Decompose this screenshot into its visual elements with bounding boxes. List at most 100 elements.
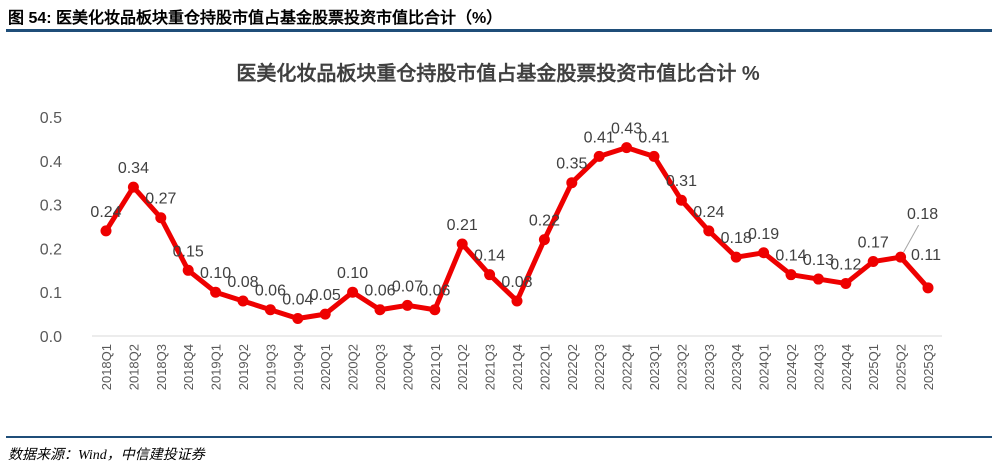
x-tick-label: 2024Q2: [784, 344, 799, 390]
x-tick-label: 2024Q1: [757, 344, 772, 390]
data-label: 0.43: [611, 121, 642, 138]
x-tick-label: 2023Q4: [729, 344, 744, 390]
x-tick-label: 2022Q3: [592, 344, 607, 390]
x-tick-label: 2019Q2: [236, 344, 251, 390]
data-point: [347, 286, 359, 298]
x-tick-label: 2020Q4: [400, 344, 415, 390]
data-point: [401, 299, 413, 311]
data-label: 0.24: [693, 204, 724, 221]
data-label: 0.24: [90, 204, 121, 221]
data-label: 0.22: [529, 213, 560, 230]
data-label: 0.10: [200, 265, 231, 282]
x-tick-label: 2020Q3: [373, 344, 388, 390]
chart-title: 医美化妆品板块重仓持股市值占基金股票投资市值比合计 %: [236, 61, 760, 85]
bottom-divider: [6, 436, 992, 438]
data-point: [922, 282, 934, 294]
y-tick-label: 0.2: [40, 241, 62, 258]
x-tick-label: 2019Q1: [209, 344, 224, 390]
leader-line: [903, 224, 920, 253]
x-tick-label: 2018Q1: [99, 344, 114, 390]
x-tick-label: 2023Q3: [702, 344, 717, 390]
data-point: [155, 212, 167, 224]
data-label: 0.31: [666, 173, 697, 190]
data-point: [621, 142, 633, 154]
x-tick-label: 2022Q1: [537, 344, 552, 390]
data-point: [538, 234, 550, 246]
data-point: [319, 308, 331, 320]
y-tick-label: 0.4: [40, 154, 62, 171]
x-tick-label: 2020Q1: [318, 344, 333, 390]
x-tick-label: 2021Q4: [510, 344, 525, 390]
data-point: [292, 312, 304, 324]
data-label: 0.41: [584, 129, 615, 146]
data-label: 0.34: [118, 160, 149, 177]
data-point: [648, 150, 660, 162]
source-note: 数据来源：Wind，中信建投证券: [8, 448, 205, 463]
data-point: [730, 251, 742, 263]
x-tick-label: 2018Q3: [154, 344, 169, 390]
data-point: [566, 177, 578, 189]
data-label: 0.04: [282, 291, 313, 308]
x-tick-label: 2023Q2: [674, 344, 689, 390]
x-tick-label: 2019Q4: [291, 344, 306, 390]
x-tick-label: 2025Q2: [894, 344, 909, 390]
data-label: 0.18: [721, 230, 752, 247]
x-tick-label: 2021Q1: [428, 344, 443, 390]
data-label: 0.07: [392, 278, 423, 295]
data-label: 0.06: [364, 283, 395, 300]
data-label: 0.14: [775, 248, 806, 265]
x-tick-label: 2024Q4: [839, 344, 854, 390]
x-tick-label: 2025Q3: [921, 344, 936, 390]
y-tick-label: 0.5: [40, 110, 62, 127]
data-label: 0.19: [748, 226, 779, 243]
data-label: 0.35: [556, 156, 587, 173]
x-tick-label: 2024Q3: [811, 344, 826, 390]
data-point: [374, 304, 386, 316]
data-label: 0.17: [858, 235, 889, 252]
data-point: [511, 295, 523, 307]
data-point: [264, 304, 276, 316]
data-point: [484, 269, 496, 281]
data-label: 0.27: [145, 191, 176, 208]
data-point: [675, 194, 687, 206]
data-label: 0.21: [447, 217, 478, 234]
data-point: [703, 225, 715, 237]
data-point: [812, 273, 824, 285]
y-tick-label: 0.3: [40, 198, 62, 215]
x-tick-label: 2018Q4: [181, 344, 196, 390]
top-divider: [6, 29, 992, 32]
x-tick-label: 2022Q4: [620, 344, 635, 390]
data-label: 0.13: [803, 252, 834, 269]
x-tick-label: 2018Q2: [126, 344, 141, 390]
data-point: [895, 251, 907, 263]
x-tick-label: 2021Q2: [455, 344, 470, 390]
data-label: 0.41: [638, 129, 669, 146]
data-label: 0.08: [227, 274, 258, 291]
x-tick-label: 2022Q2: [565, 344, 580, 390]
data-label: 0.05: [310, 287, 341, 304]
data-label: 0.15: [173, 243, 204, 260]
x-tick-label: 2020Q2: [346, 344, 361, 390]
data-label: 0.18: [907, 206, 938, 223]
data-label: 0.12: [830, 256, 861, 273]
x-tick-label: 2023Q1: [647, 344, 662, 390]
data-label: 0.06: [255, 283, 286, 300]
x-tick-label: 2019Q3: [263, 344, 278, 390]
data-point: [210, 286, 222, 298]
x-tick-label: 2021Q3: [483, 344, 498, 390]
data-point: [785, 269, 797, 281]
data-point: [100, 225, 112, 237]
data-point: [593, 150, 605, 162]
y-tick-label: 0.0: [40, 329, 62, 346]
data-label: 0.06: [419, 283, 450, 300]
y-tick-label: 0.1: [40, 285, 62, 302]
data-label: 0.08: [501, 274, 532, 291]
data-point: [456, 238, 468, 250]
data-label: 0.10: [337, 265, 368, 282]
data-point: [127, 181, 139, 193]
data-point: [758, 247, 770, 259]
data-label: 0.14: [474, 248, 505, 265]
data-point: [840, 277, 852, 289]
